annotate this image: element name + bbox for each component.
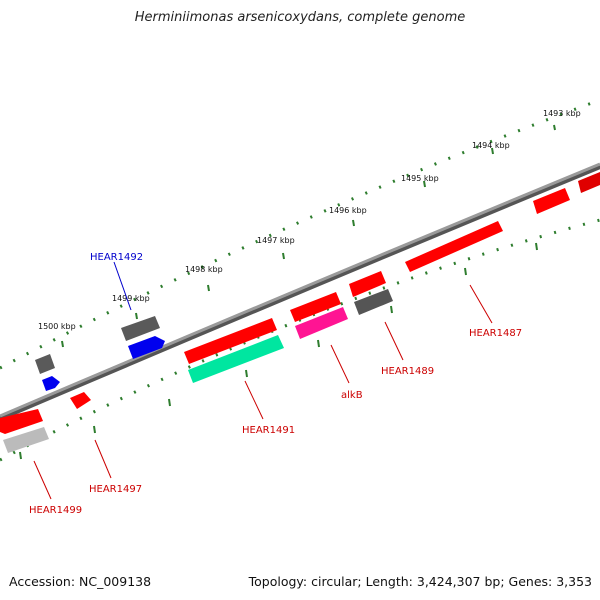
scale-label-1498: 1498 kbp [185,265,223,274]
inner-major-ticks [19,242,538,460]
scale-label-1500: 1500 kbp [38,322,76,331]
scale-label-1495: 1495 kbp [401,174,439,183]
gene-alkB[interactable] [295,307,348,339]
scale-label-1493: 1493 kbp [543,109,581,118]
gene-label-hear1499[interactable]: HEAR1499 [29,505,82,516]
gene-label-alkb[interactable]: alkB [341,390,363,401]
forward-strand-genes [35,172,600,374]
gene-hear1490[interactable] [349,271,386,297]
gene-hear1488[interactable] [405,221,503,272]
genome-backbone-shadow [0,163,600,421]
gene-hear1497[interactable] [70,392,91,409]
gene-hear1494[interactable] [121,316,160,341]
gene-hear1486[interactable] [578,172,600,193]
gene-hear1499-fwd[interactable] [0,409,43,434]
gene-hear1487-fwd[interactable] [533,188,570,214]
scale-label-1494: 1494 kbp [472,141,510,150]
gene-hear1496[interactable] [42,376,60,391]
gene-label-hear1489[interactable]: HEAR1489 [381,366,434,377]
accession-text: Accession: NC_009138 [9,574,152,589]
scale-label-1496: 1496 kbp [329,206,367,215]
leader-lines [33,261,493,500]
gene-hear1499[interactable] [3,427,49,453]
topology-text: Topology: circular; Length: 3,424,307 bp… [248,574,592,589]
genome-backbone [0,162,600,418]
reverse-strand-genes [0,289,393,453]
gene-hear1495[interactable] [35,354,55,374]
gene-hear1491-fwd[interactable] [290,292,341,322]
gene-hear1491[interactable] [188,335,284,383]
gene-hear1489[interactable] [354,289,393,315]
gene-hear1493[interactable] [184,318,277,364]
gene-label-hear1497[interactable]: HEAR1497 [89,484,142,495]
gene-label-hear1492[interactable]: HEAR1492 [90,252,143,263]
scale-label-1497: 1497 kbp [257,236,295,245]
gene-hear1492[interactable] [128,336,165,359]
gene-label-hear1487[interactable]: HEAR1487 [469,328,522,339]
scale-label-1499: 1499 kbp [112,294,150,303]
outer-major-ticks [61,124,556,348]
map-title: Herminiimonas arsenicoxydans, complete g… [134,10,466,25]
gene-label-hear1491[interactable]: HEAR1491 [242,425,295,436]
